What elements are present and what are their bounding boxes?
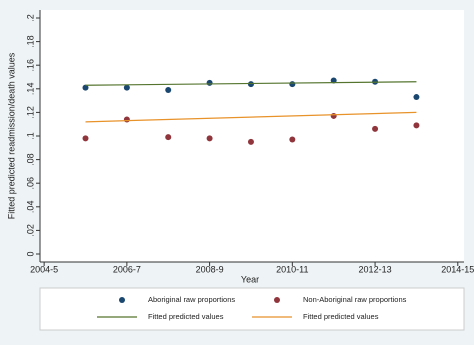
y-tick-label: .12 [25,106,35,119]
y-tick-label: .16 [25,59,35,72]
point [123,84,130,91]
point [413,94,420,101]
x-tick-label: 2014-15 [441,264,474,274]
x-axis-title: Year [241,274,259,284]
legend-label: Aboriginal raw proportions [148,295,235,304]
y-tick-label: .14 [25,83,35,96]
point [123,116,130,123]
y-tick-label: .02 [25,224,35,237]
point [206,79,213,86]
legend-label: Fitted predicted values [148,312,224,321]
y-tick-label: 0 [25,251,35,256]
legend [39,287,465,331]
point [82,135,89,142]
x-tick-label: 2004-5 [30,264,58,274]
point [330,112,337,119]
point [165,86,172,93]
legend-label: Non-Aboriginal raw proportions [303,295,407,304]
y-tick-label: .18 [25,35,35,48]
point [413,122,420,129]
y-axis-title: Fitted predicted readmission/death value… [6,52,16,219]
point [289,81,296,88]
x-tick-label: 2010-11 [276,264,308,274]
y-tick-label: .04 [25,201,35,214]
x-tick-label: 2008-9 [196,264,224,274]
point [289,136,296,143]
y-tick-label: .08 [25,153,35,166]
fit-line [85,111,417,123]
point [247,138,254,145]
legend-label: Fitted predicted values [303,312,379,321]
x-tick-label: 2012-13 [359,264,392,274]
y-tick-label: .2 [25,14,35,22]
fit-line [85,81,417,86]
legend-swatch [119,297,125,303]
plot-area [40,10,464,262]
point [82,84,89,91]
point [206,135,213,142]
x-tick-label: 2006-7 [113,264,141,274]
legend-swatch [274,297,280,303]
y-tick-label: .1 [25,132,35,140]
point [165,134,172,141]
point [372,125,379,132]
y-tick-label: .06 [25,177,35,190]
